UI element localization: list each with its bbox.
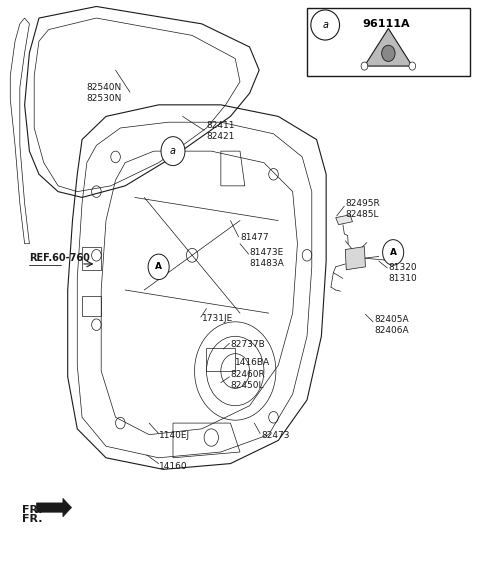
Circle shape: [148, 254, 169, 280]
Polygon shape: [36, 498, 72, 517]
Text: 82460R
82450L: 82460R 82450L: [230, 369, 265, 390]
Polygon shape: [345, 246, 365, 270]
Text: FR.: FR.: [22, 505, 43, 515]
Text: A: A: [390, 248, 396, 257]
Text: A: A: [155, 262, 162, 271]
Text: 82473: 82473: [262, 432, 290, 440]
FancyBboxPatch shape: [307, 8, 470, 76]
Circle shape: [161, 137, 185, 166]
Polygon shape: [364, 28, 412, 66]
Text: 1140EJ: 1140EJ: [158, 432, 190, 440]
Polygon shape: [336, 215, 352, 224]
Text: FR.: FR.: [22, 513, 43, 524]
Circle shape: [409, 62, 416, 70]
Text: 82540N
82530N: 82540N 82530N: [86, 83, 121, 103]
Circle shape: [383, 240, 404, 265]
Text: 96111A: 96111A: [362, 19, 409, 29]
Text: 82495R
82485L: 82495R 82485L: [345, 199, 380, 219]
Text: 81320
81310: 81320 81310: [388, 263, 417, 282]
Text: 1416BA: 1416BA: [235, 358, 270, 367]
Text: 1731JE: 1731JE: [202, 314, 233, 324]
Text: 81477: 81477: [240, 233, 269, 242]
Text: 82737B: 82737B: [230, 340, 265, 350]
Text: 14160: 14160: [158, 462, 187, 471]
Circle shape: [382, 45, 395, 61]
Ellipse shape: [311, 10, 339, 40]
Text: 81473E
81483A: 81473E 81483A: [250, 248, 284, 268]
Text: a: a: [322, 20, 328, 30]
Text: a: a: [170, 146, 176, 156]
Text: 82405A
82406A: 82405A 82406A: [374, 315, 408, 335]
Text: REF.60-760: REF.60-760: [29, 253, 90, 263]
Text: 82411
82421: 82411 82421: [206, 121, 235, 141]
Circle shape: [361, 62, 368, 70]
